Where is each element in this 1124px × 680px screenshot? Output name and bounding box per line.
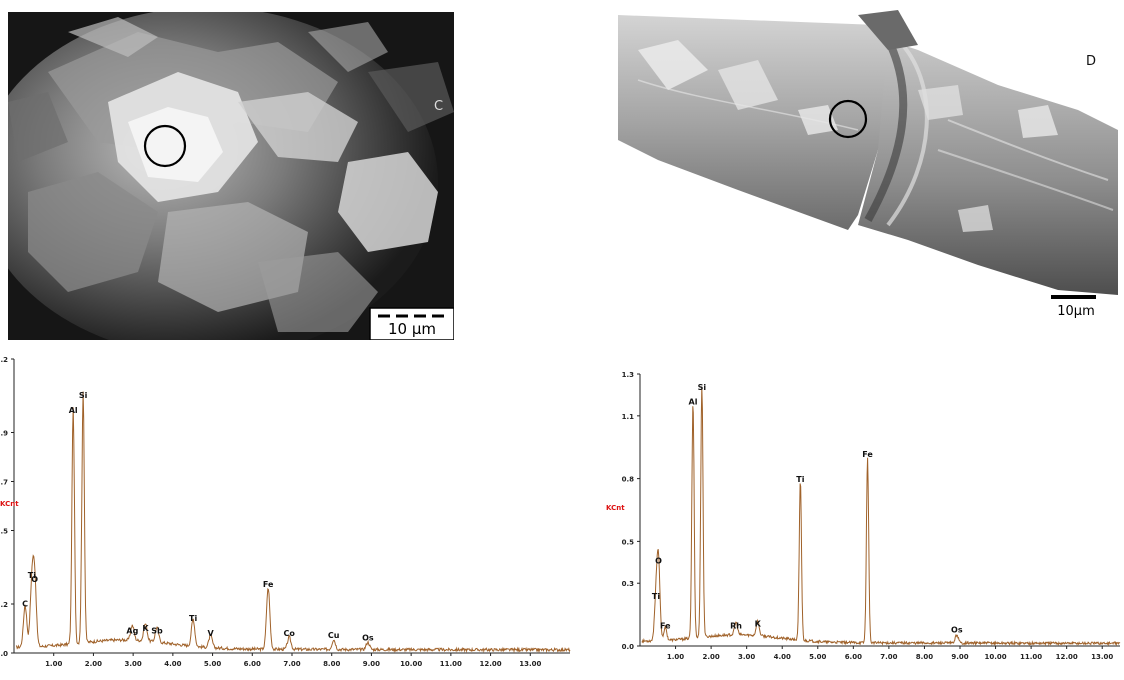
peak-label-si: Si: [79, 391, 88, 400]
x-tick-label: 4.00: [774, 653, 791, 661]
sem-image-c-drawing: C 10 µm: [8, 12, 454, 340]
y-tick-label: 0.8: [622, 476, 635, 484]
x-tick-label: 3.00: [738, 653, 755, 661]
spectrum-line: [641, 386, 1121, 647]
x-tick-label: 4.00: [164, 660, 181, 668]
x-tick-label: 12.00: [1056, 653, 1078, 661]
y-tick-label: .2: [0, 356, 8, 364]
peak-label-c: C: [22, 599, 28, 608]
sem-image-d-drawing: D 10µm: [618, 10, 1118, 330]
peak-label-cu: Cu: [328, 631, 340, 640]
peak-label-v: V: [207, 629, 214, 638]
peak-label-ti: Ti: [28, 571, 36, 580]
peak-label-os: Os: [951, 626, 963, 635]
peak-label-sb: Sb: [151, 626, 163, 635]
y-axis-label: KCnt: [606, 504, 625, 512]
peak-label-k: K: [142, 624, 149, 633]
peak-label-os: Os: [362, 634, 374, 643]
panel-label-c: C: [434, 99, 443, 114]
peak-label-si: Si: [698, 383, 707, 392]
y-tick-label: .7: [0, 479, 8, 487]
y-tick-label: 1.3: [622, 371, 635, 379]
peak-label-rh: Rh: [730, 621, 742, 630]
scale-bar-label-d: 10µm: [1057, 304, 1094, 319]
y-tick-label: 1.1: [622, 413, 635, 421]
peak-label-al: Al: [69, 406, 78, 415]
scale-bar-label-c: 10 µm: [388, 320, 436, 338]
peak-label-ti: Ti: [796, 475, 804, 484]
peak-label-k: K: [755, 619, 762, 628]
y-tick-label: .0: [0, 650, 8, 658]
x-tick-label: 10.00: [400, 660, 422, 668]
x-tick-label: 7.00: [880, 653, 897, 661]
x-tick-label: 3.00: [125, 660, 142, 668]
x-tick-label: 11.00: [1020, 653, 1042, 661]
peak-label-ti: Ti: [652, 592, 660, 601]
x-tick-label: 9.00: [363, 660, 380, 668]
x-tick-label: 8.00: [323, 660, 340, 668]
y-tick-label: .2: [0, 601, 8, 609]
peak-label-fe: Fe: [660, 621, 671, 630]
scale-bar-box-c: [369, 307, 454, 340]
x-tick-label: 13.00: [519, 660, 541, 668]
x-tick-label: 2.00: [85, 660, 102, 668]
x-tick-label: 6.00: [244, 660, 261, 668]
peak-label-co: Co: [284, 629, 296, 638]
x-tick-label: 5.00: [204, 660, 221, 668]
peak-label-ti: Ti: [189, 614, 197, 623]
x-tick-label: 12.00: [479, 660, 501, 668]
x-tick-label: 7.00: [283, 660, 300, 668]
x-tick-label: 5.00: [809, 653, 826, 661]
x-tick-label: 13.00: [1091, 653, 1113, 661]
x-tick-label: 1.00: [45, 660, 62, 668]
y-tick-label: 0.0: [622, 643, 635, 651]
eds-spectrum-c: .0 .2 .5 .7 .9 .2 1.00 2.00 3.00 4.00 5.00 6.00 7.00…: [0, 345, 580, 675]
y-tick-label: .9: [0, 430, 8, 438]
panel-label-d: D: [1086, 54, 1096, 69]
peak-label-o: O: [31, 575, 38, 584]
x-tick-label: 2.00: [702, 653, 719, 661]
eds-spectrum-d: 0.0 0.3 0.5 0.8 1.1 1.3 1.00 2.00 3.00 4.00 5.00 6.…: [600, 360, 1124, 675]
x-tick-label: 6.00: [845, 653, 862, 661]
peak-label-ag: Ag: [126, 626, 138, 635]
peak-label-fe: Fe: [862, 450, 873, 459]
analysis-spot-circle: [828, 99, 868, 139]
y-tick-label: 0.5: [622, 538, 635, 546]
x-tick-label: 11.00: [440, 660, 462, 668]
y-tick-label: .5: [0, 528, 8, 536]
analysis-spot-circle: [143, 124, 187, 168]
eds-spectrum-d-plot: 0.0 0.3 0.5 0.8 1.1 1.3 1.00 2.00 3.00 4.00 5.00 6.…: [606, 371, 1121, 661]
x-tick-label: 9.00: [951, 653, 968, 661]
sem-image-d: D 10µm: [618, 10, 1118, 330]
x-tick-label: 10.00: [984, 653, 1006, 661]
sem-image-c: C 10 µm: [8, 12, 454, 340]
peak-label-al: Al: [689, 398, 698, 407]
eds-spectrum-c-plot: .0 .2 .5 .7 .9 .2 1.00 2.00 3.00 4.00 5.00 6.00 7.00…: [0, 356, 571, 668]
y-tick-label: 0.3: [622, 580, 635, 588]
peak-label-o: O: [655, 557, 662, 566]
peak-label-fe: Fe: [263, 580, 274, 589]
y-axis-label: KCnt: [0, 500, 19, 508]
x-tick-label: 1.00: [667, 653, 684, 661]
x-tick-label: 8.00: [916, 653, 933, 661]
spectrum-line: [15, 391, 571, 654]
